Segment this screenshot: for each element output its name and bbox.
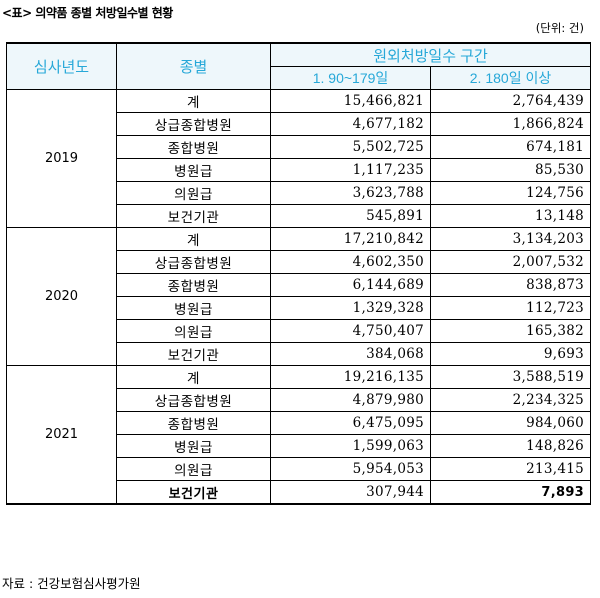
year-cell: 2021: [6, 365, 117, 505]
value-90-179-cell: 15,466,821: [270, 89, 431, 113]
value-180-plus-cell: 112,723: [429, 296, 592, 320]
header-col2: 2. 180일 이상: [429, 66, 592, 90]
table-row: 의원급 4,750,407 165,382: [7, 319, 592, 343]
value-180-plus-cell: 2,007,532: [429, 250, 592, 274]
value-180-plus-cell: 13,148: [429, 204, 592, 228]
value-90-179-cell: 4,879,980: [270, 388, 431, 412]
value-90-179-cell: 1,117,235: [270, 158, 431, 182]
value-180-plus-cell: 3,588,519: [429, 365, 592, 389]
type-cell: 종합병원: [116, 135, 271, 159]
table-row: 2020 계 17,210,842 3,134,203: [6, 227, 592, 366]
value-180-plus-cell: 85,530: [429, 158, 592, 182]
table-row: 병원급 1,117,235 85,530: [7, 158, 592, 182]
value-90-179-cell: 5,954,053: [270, 457, 431, 481]
table-caption: <표> 의약품 종별 처방일수별 현황: [2, 6, 173, 20]
table-row: 보건기관 307,944 7,893: [7, 480, 592, 505]
table-row: 의원급 5,954,053 213,415: [7, 457, 592, 481]
value-180-plus-cell: 838,873: [429, 273, 592, 297]
prescription-days-table: 심사년도 종별 원외처방일수 구간 1. 90~179일 2. 180일 이상 …: [6, 42, 592, 505]
value-180-plus-cell: 124,756: [429, 181, 592, 205]
value-90-179-cell: 1,599,063: [270, 434, 431, 458]
header-type: 종별: [116, 42, 271, 90]
value-180-plus-cell: 674,181: [429, 135, 592, 159]
type-cell: 의원급: [116, 181, 271, 205]
value-90-179-cell: 5,502,725: [270, 135, 431, 159]
type-cell: 병원급: [116, 434, 271, 458]
value-90-179-cell: 6,475,095: [270, 411, 431, 435]
year-cell: 2020: [6, 227, 117, 366]
type-cell: 병원급: [116, 296, 271, 320]
unit-label: (단위: 건): [535, 21, 584, 35]
source-note: 자료 : 건강보험심사평가원: [2, 576, 141, 591]
value-180-plus-cell: 148,826: [429, 434, 592, 458]
type-cell: 보건기관: [116, 204, 271, 228]
table-row: 2019 계 15,466,821 2,764,439: [6, 89, 592, 228]
type-cell: 의원급: [116, 457, 271, 481]
value-90-179-cell: 4,677,182: [270, 112, 431, 136]
type-cell: 병원급: [116, 158, 271, 182]
value-180-plus-cell: 165,382: [429, 319, 592, 343]
value-180-plus-cell: 2,234,325: [429, 388, 592, 412]
type-cell: 보건기관: [116, 342, 271, 366]
value-180-plus-cell: 1,866,824: [429, 112, 592, 136]
value-90-179-cell: 19,216,135: [270, 365, 431, 389]
type-cell: 계: [116, 227, 271, 251]
type-cell: 보건기관: [116, 480, 271, 505]
value-180-plus-cell: 7,893: [429, 480, 592, 505]
value-90-179-cell: 384,068: [270, 342, 431, 366]
value-90-179-cell: 6,144,689: [270, 273, 431, 297]
table-row: 병원급 1,329,328 112,723: [7, 296, 592, 320]
table-body: 2019 계 15,466,821 2,764,439 상급종합병원 4,677,182 1…: [6, 89, 592, 505]
value-180-plus-cell: 9,693: [429, 342, 592, 366]
value-180-plus-cell: 2,764,439: [429, 89, 592, 113]
value-90-179-cell: 4,602,350: [270, 250, 431, 274]
type-cell: 계: [116, 365, 271, 389]
value-90-179-cell: 3,623,788: [270, 181, 431, 205]
year-cell: 2019: [6, 89, 117, 228]
header-col1: 1. 90~179일: [270, 66, 431, 90]
table-row: 보건기관 545,891 13,148: [7, 204, 592, 228]
type-cell: 상급종합병원: [116, 388, 271, 412]
type-cell: 상급종합병원: [116, 112, 271, 136]
table-row: 종합병원 5,502,725 674,181: [7, 135, 592, 159]
table-row: 상급종합병원 4,677,182 1,866,824: [7, 112, 592, 136]
type-cell: 의원급: [116, 319, 271, 343]
value-180-plus-cell: 213,415: [429, 457, 592, 481]
header-year: 심사년도: [6, 42, 117, 90]
table-row: 상급종합병원 4,602,350 2,007,532: [7, 250, 592, 274]
value-90-179-cell: 545,891: [270, 204, 431, 228]
type-cell: 종합병원: [116, 273, 271, 297]
table-container: 심사년도 종별 원외처방일수 구간 1. 90~179일 2. 180일 이상 …: [6, 42, 592, 505]
table-row: 보건기관 384,068 9,693: [7, 342, 592, 366]
table-row: 2021 계 19,216,135 3,588,519: [6, 365, 592, 505]
value-90-179-cell: 17,210,842: [270, 227, 431, 251]
type-cell: 계: [116, 89, 271, 113]
value-90-179-cell: 4,750,407: [270, 319, 431, 343]
type-cell: 상급종합병원: [116, 250, 271, 274]
value-90-179-cell: 307,944: [270, 480, 431, 505]
table-row: 종합병원 6,144,689 838,873: [7, 273, 592, 297]
type-cell: 종합병원: [116, 411, 271, 435]
table-row: 의원급 3,623,788 124,756: [7, 181, 592, 205]
value-180-plus-cell: 3,134,203: [429, 227, 592, 251]
header-group: 원외처방일수 구간: [269, 42, 592, 67]
table-row: 상급종합병원 4,879,980 2,234,325: [7, 388, 592, 412]
value-90-179-cell: 1,329,328: [270, 296, 431, 320]
value-180-plus-cell: 984,060: [429, 411, 592, 435]
